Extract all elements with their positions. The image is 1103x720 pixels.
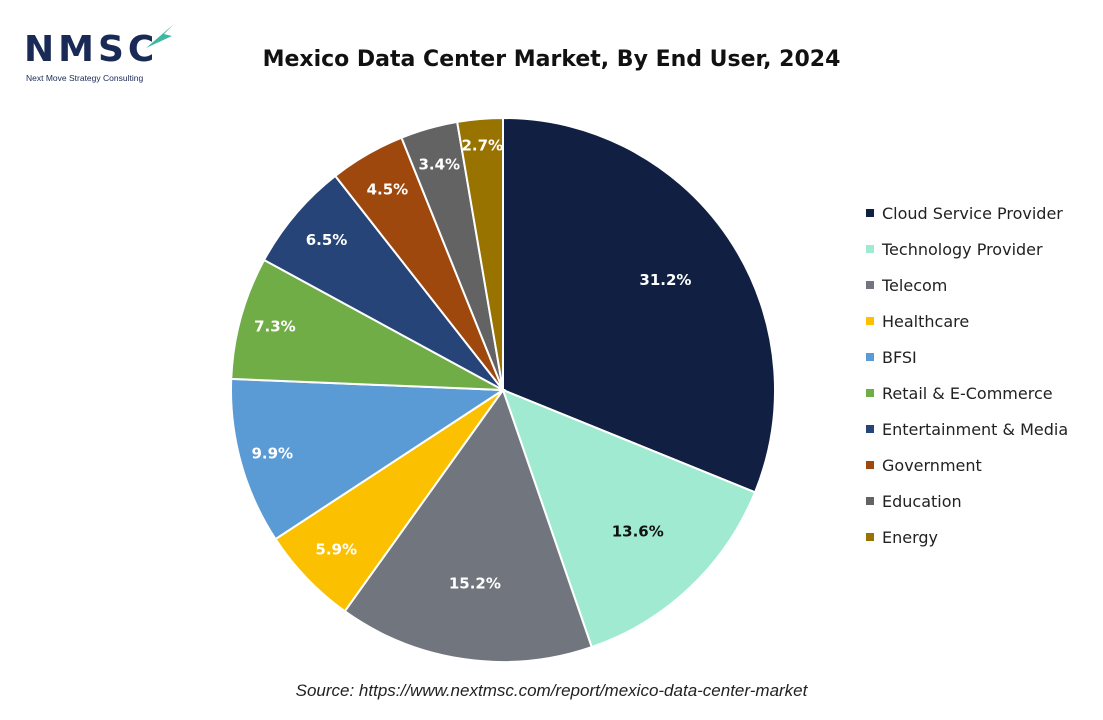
pie-slice-bfsi [230, 377, 507, 541]
pie-slice-entertainment-and-media [262, 174, 504, 391]
legend-label: Energy [882, 527, 939, 547]
data-label-retail-and-e-commerce: 7.3% [254, 317, 296, 335]
legend-label: Healthcare [882, 311, 970, 331]
nmsc-logo: NMSC Next Move Strategy Consulting [24, 22, 174, 84]
logo-arrow-icon [146, 24, 174, 48]
legend-item-cloud-service-provider: Cloud Service Provider [866, 195, 1068, 231]
legend-swatch [866, 497, 874, 505]
legend-item-bfsi: BFSI [866, 339, 1068, 375]
legend-item-retail-and-e-commerce: Retail & E-Commerce [866, 375, 1068, 411]
legend-swatch [866, 533, 874, 541]
data-label-technology-provider: 13.6% [612, 523, 664, 541]
legend-label: Technology Provider [882, 239, 1043, 259]
data-label-energy: 2.7% [461, 137, 503, 155]
pie-slice-energy [456, 116, 504, 391]
chart-title: Mexico Data Center Market, By End User, … [262, 47, 841, 72]
pie-slice-cloud-service-provider [502, 116, 776, 494]
legend-swatch [866, 425, 874, 433]
legend-item-government: Government [866, 447, 1068, 483]
pie-slice-telecom [343, 387, 594, 663]
chart-legend: Cloud Service Provider Technology Provide… [866, 195, 1068, 555]
logo-wordmark: NMSC [24, 29, 159, 70]
source-note: Source: https://www.nextmsc.com/report/m… [295, 681, 808, 700]
legend-item-healthcare: Healthcare [866, 303, 1068, 339]
logo-tagline: Next Move Strategy Consulting [26, 73, 144, 83]
legend-label: Government [882, 455, 982, 475]
legend-item-entertainment-and-media: Entertainment & Media [866, 411, 1068, 447]
pie-slice-technology-provider [501, 388, 757, 649]
data-label-bfsi: 9.9% [251, 444, 293, 462]
data-label-entertainment-and-media: 6.5% [306, 231, 348, 249]
legend-label: Telecom [882, 275, 948, 295]
legend-swatch [866, 389, 874, 397]
pie-chart: 31.2% 13.6% 15.2% 5.9% 9.9% 7.3% 6.5% 4.5% 3.4%2… [230, 116, 776, 663]
legend-item-education: Education [866, 483, 1068, 519]
legend-label: Cloud Service Provider [882, 203, 1063, 223]
data-label-cloud-service-provider: 31.2% [639, 271, 691, 289]
data-label-government: 4.5% [367, 180, 409, 198]
pie-slice-retail-and-e-commerce [230, 258, 504, 391]
legend-swatch [866, 209, 874, 217]
data-label-education: 3.4% [418, 155, 460, 173]
legend-swatch [866, 281, 874, 289]
data-label-healthcare: 5.9% [315, 541, 357, 559]
legend-label: Retail & E-Commerce [882, 383, 1053, 403]
legend-item-energy: Energy [866, 519, 1068, 555]
legend-swatch [866, 245, 874, 253]
legend-swatch [866, 461, 874, 469]
legend-item-technology-provider: Technology Provider [866, 231, 1068, 267]
legend-label: Education [882, 491, 962, 511]
legend-swatch [866, 317, 874, 325]
legend-item-telecom: Telecom [866, 267, 1068, 303]
legend-swatch [866, 353, 874, 361]
legend-label: BFSI [882, 347, 917, 367]
data-label-telecom: 15.2% [449, 574, 501, 592]
legend-label: Entertainment & Media [882, 419, 1069, 439]
